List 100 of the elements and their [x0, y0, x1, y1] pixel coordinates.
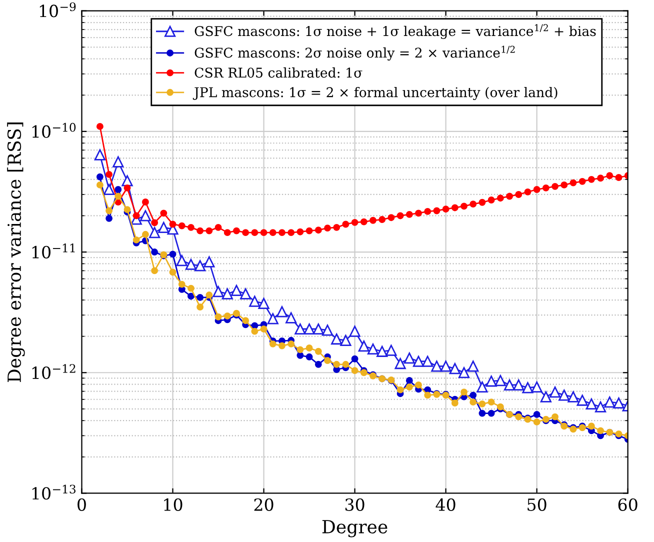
point — [396, 212, 404, 220]
point — [360, 218, 368, 226]
point — [522, 382, 534, 394]
point — [296, 346, 304, 354]
point — [349, 326, 360, 337]
point — [278, 229, 286, 236]
point — [314, 360, 322, 368]
point — [606, 172, 614, 180]
point — [296, 352, 304, 359]
point — [351, 218, 358, 226]
point — [288, 229, 295, 236]
point — [104, 184, 115, 196]
point — [230, 284, 242, 296]
point — [388, 214, 395, 222]
point — [114, 186, 122, 193]
point — [258, 298, 270, 309]
y-axis-title: Degree error variance [RSS] — [7, 122, 25, 382]
point — [206, 227, 213, 234]
point — [488, 196, 495, 204]
point — [160, 210, 168, 217]
point — [306, 227, 313, 234]
point — [214, 224, 222, 231]
point — [106, 170, 113, 178]
point — [242, 317, 250, 324]
point — [406, 377, 413, 384]
point — [415, 382, 422, 388]
point — [296, 228, 304, 236]
y-tick-label: 10$^{−12}$ — [32, 364, 76, 380]
point — [576, 394, 588, 406]
point — [597, 427, 604, 434]
point — [558, 390, 570, 401]
legend-label: JPL mascons: 1σ = 2 × formal uncertainty (over land) — [192, 86, 558, 100]
point — [515, 191, 522, 198]
point — [494, 374, 506, 386]
point — [478, 400, 486, 408]
point — [314, 226, 322, 234]
point — [552, 413, 558, 420]
point — [613, 397, 624, 409]
point — [187, 292, 194, 300]
point — [196, 227, 204, 234]
point — [458, 367, 470, 378]
point — [478, 198, 486, 206]
legend-label: GSFC mascons: 2σ noise only = 2 × variance$^{1/2}$ — [194, 46, 515, 61]
point — [187, 224, 194, 231]
point — [588, 422, 595, 430]
point — [106, 207, 113, 214]
point — [404, 352, 415, 364]
point — [331, 333, 342, 345]
point — [386, 344, 397, 356]
point — [288, 340, 295, 348]
point — [158, 222, 170, 233]
point — [312, 323, 324, 335]
point — [340, 334, 352, 346]
point — [240, 288, 252, 300]
point — [412, 356, 424, 367]
point — [615, 174, 622, 181]
point — [358, 340, 370, 352]
point — [251, 229, 258, 236]
point — [506, 192, 513, 200]
point — [178, 222, 186, 230]
point — [206, 292, 213, 298]
y-tick-label: 10$^{−10}$ — [32, 122, 76, 138]
point — [604, 396, 616, 408]
point — [431, 360, 442, 372]
point — [269, 340, 276, 348]
point — [151, 267, 158, 274]
point — [460, 388, 468, 396]
point — [451, 204, 458, 212]
x-tick-label: 60 — [618, 498, 638, 511]
point — [422, 356, 434, 367]
point — [406, 384, 413, 390]
point — [322, 324, 334, 336]
point — [142, 230, 149, 238]
point — [533, 410, 540, 418]
x-tick-label: 40 — [436, 498, 456, 511]
x-tick-label: 10 — [164, 498, 182, 511]
point — [333, 360, 340, 368]
point — [212, 286, 224, 298]
point — [306, 344, 313, 352]
point — [449, 363, 460, 374]
point — [185, 258, 197, 270]
point — [176, 254, 188, 266]
point — [267, 313, 278, 324]
point — [394, 358, 406, 370]
point — [540, 391, 552, 402]
point — [396, 386, 404, 394]
y-tick-label: 10$^{−11}$ — [32, 244, 75, 258]
point — [132, 236, 140, 244]
point — [524, 188, 532, 196]
point — [260, 326, 268, 332]
point — [424, 392, 432, 399]
point — [513, 379, 524, 391]
point — [114, 192, 122, 200]
point — [586, 398, 597, 410]
point — [504, 379, 516, 391]
point — [415, 210, 422, 217]
point — [196, 304, 204, 310]
point — [178, 280, 186, 288]
point — [515, 413, 522, 420]
point — [470, 398, 477, 406]
